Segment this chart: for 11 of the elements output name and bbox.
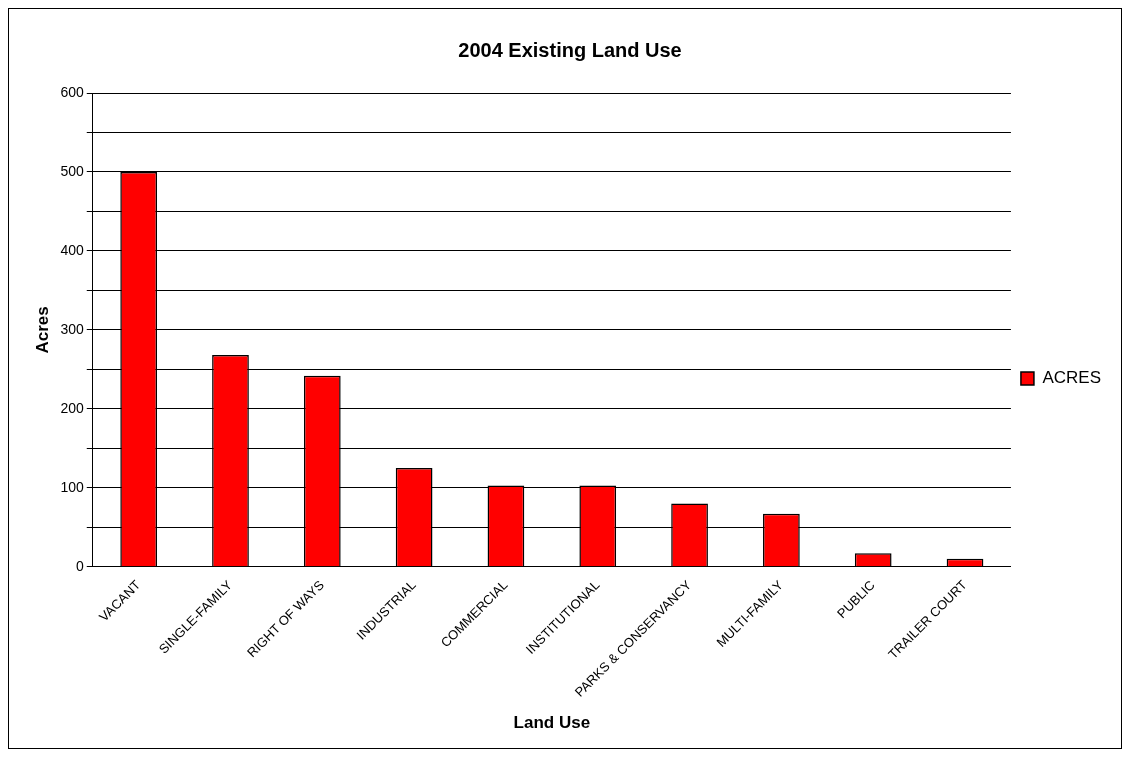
legend-label: ACRES	[1042, 368, 1102, 388]
y-tick-label: 100	[60, 478, 84, 495]
chart-title: 2004 Existing Land Use	[458, 38, 682, 61]
y-tick-label: 0	[75, 557, 84, 574]
y-tick-label: 200	[60, 399, 84, 416]
y-tick-label: 400	[60, 241, 84, 258]
y-tick-label: 300	[60, 320, 84, 337]
y-tick-label: 600	[60, 83, 84, 100]
y-axis-title: Acres	[32, 306, 52, 354]
y-tick-label: 500	[60, 162, 84, 179]
x-axis-title: Land Use	[513, 713, 591, 733]
